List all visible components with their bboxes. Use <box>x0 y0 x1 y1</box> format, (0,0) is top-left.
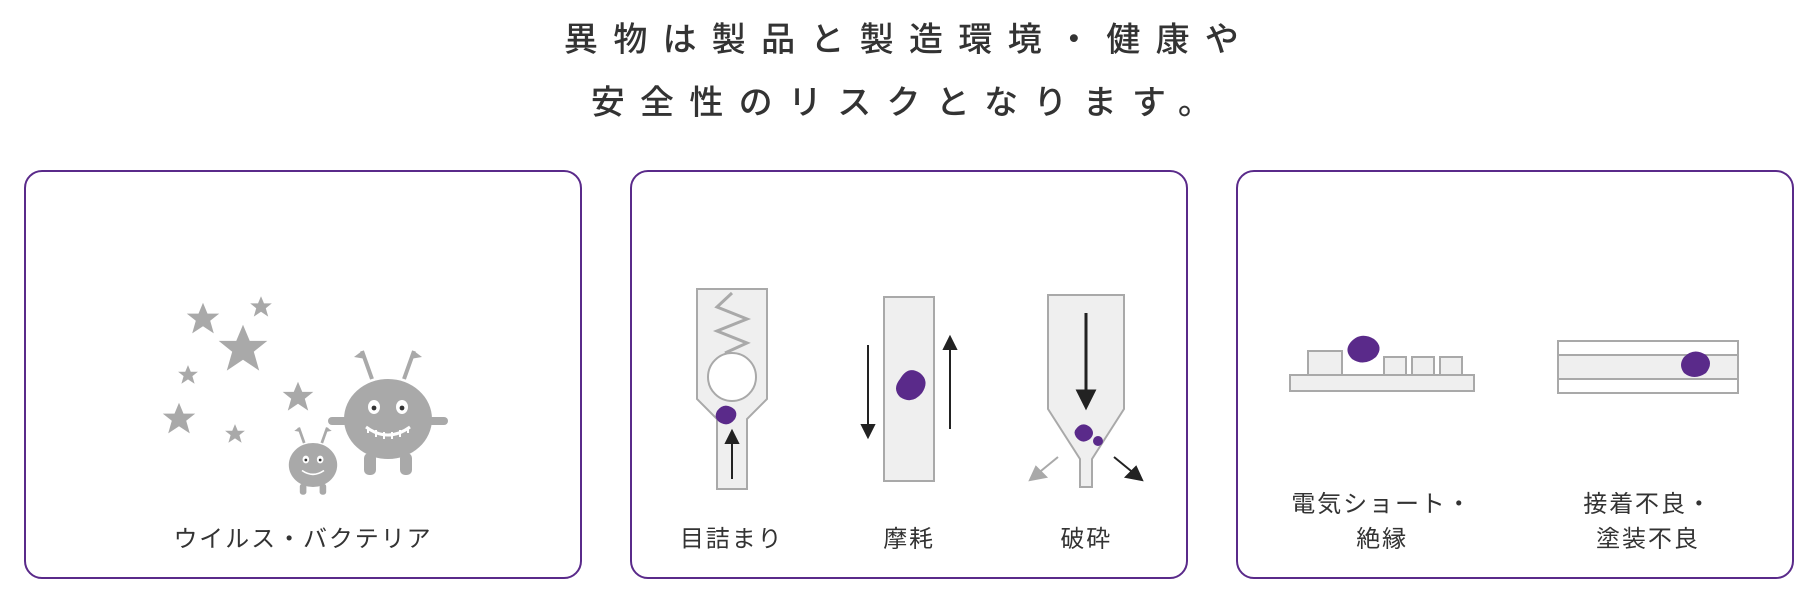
item-clog: 目詰まり <box>650 274 813 555</box>
virus-bacteria-icon <box>143 279 463 499</box>
canvas: 異物は製品と製造環境・健康や 安全性のリスクとなります。 <box>0 0 1818 603</box>
headline: 異物は製品と製造環境・健康や 安全性のリスクとなります。 <box>0 0 1818 132</box>
item-short-insulation: 電気ショート・ 絶縁 <box>1256 239 1508 555</box>
headline-line1: 異物は製品と製造環境・健康や <box>564 12 1254 61</box>
crush-icon <box>1006 279 1166 499</box>
item-abrasion: 摩耗 <box>827 274 990 555</box>
caption-clog: 目詰まり <box>680 520 784 555</box>
panel-mech: 目詰まり <box>630 170 1188 579</box>
item-virus-bacteria: ウイルス・バクテリア <box>44 274 562 555</box>
panel-row: ウイルス・バクテリア <box>24 170 1794 579</box>
abrasion-icon <box>834 279 984 499</box>
caption-short-l1: 電気ショート・ <box>1291 484 1472 519</box>
headline-line2: 安全性のリスクとなります。 <box>591 75 1227 124</box>
clog-icon <box>667 279 797 499</box>
caption-adh-l2: 塗装不良 <box>1596 519 1700 554</box>
caption-adhesion-paint: 接着不良・ 塗装不良 <box>1583 485 1713 555</box>
item-adhesion-paint: 接着不良・ 塗装不良 <box>1522 239 1774 555</box>
panel-bio: ウイルス・バクテリア <box>24 170 582 579</box>
caption-adh-l1: 接着不良・ <box>1583 484 1713 519</box>
caption-virus-bacteria: ウイルス・バクテリア <box>173 520 432 555</box>
item-crush: 破砕 <box>1005 274 1168 555</box>
caption-short-l2: 絶縁 <box>1356 519 1408 554</box>
caption-short-insulation: 電気ショート・ 絶縁 <box>1291 485 1472 555</box>
short-insulation-icon <box>1272 279 1492 429</box>
panel-elec: 電気ショート・ 絶縁 接 <box>1236 170 1794 579</box>
caption-abrasion: 摩耗 <box>883 520 935 555</box>
adhesion-paint-icon <box>1538 279 1758 429</box>
caption-crush: 破砕 <box>1060 520 1112 555</box>
